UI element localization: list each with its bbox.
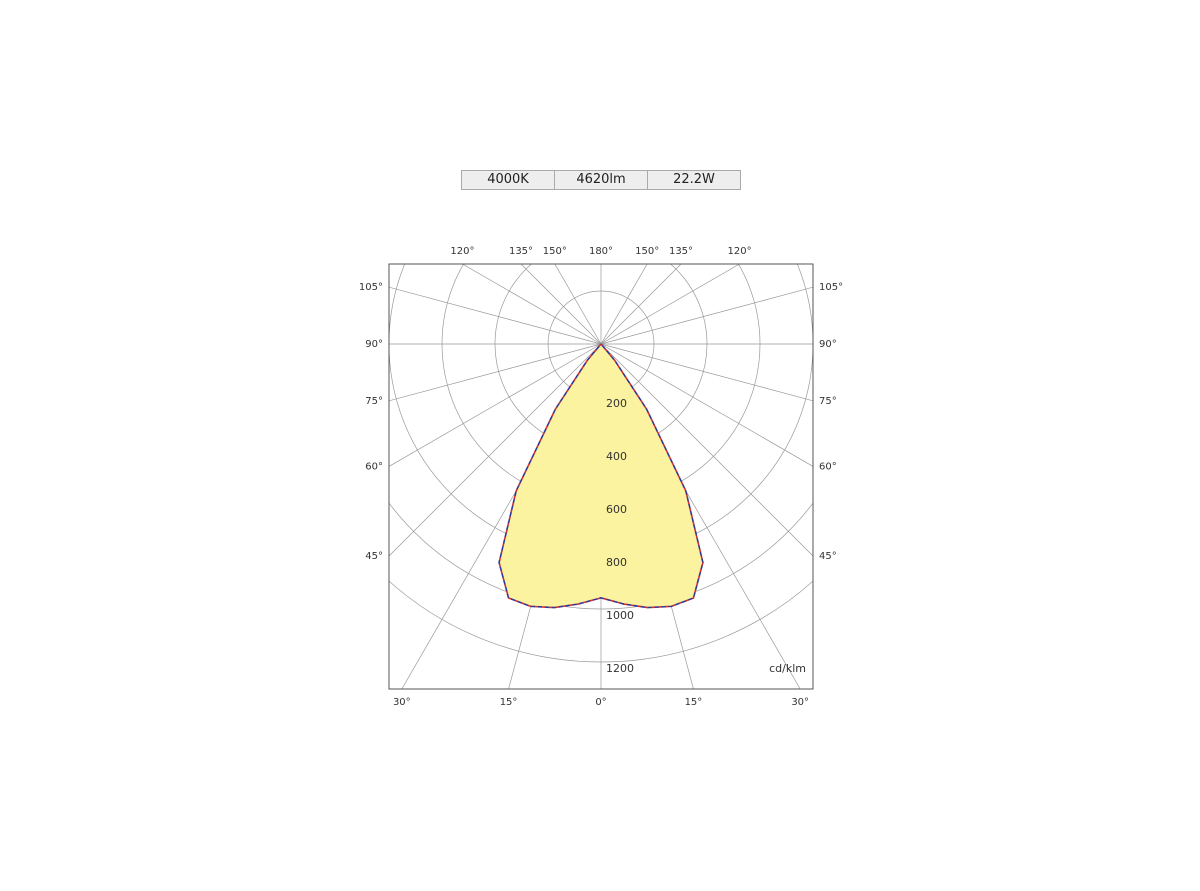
r-tick-label: 400 — [606, 450, 627, 463]
r-tick-label: 1200 — [606, 662, 634, 675]
angle-label: 60° — [365, 461, 383, 472]
angle-label: 75° — [819, 396, 837, 407]
frame — [388, 263, 814, 690]
grid-line — [520, 264, 602, 345]
curve — [498, 343, 704, 609]
unit-label: cd/klm — [769, 662, 806, 675]
angle-label: 45° — [819, 551, 837, 562]
angle-label: 0° — [595, 697, 606, 708]
info-cell: 4000K — [487, 172, 529, 187]
grid-line — [600, 343, 813, 402]
grid-line — [389, 286, 602, 345]
grid-line — [600, 264, 740, 345]
grid-line — [600, 343, 813, 557]
angle-label: 135° — [669, 246, 693, 257]
grid-line — [389, 343, 602, 467]
info-cell: 4620lm — [554, 171, 647, 189]
info-table: 4000K 4620lm 22.2W — [461, 170, 741, 190]
angle-label: 90° — [365, 339, 383, 350]
angle-label: 75° — [365, 396, 383, 407]
r-tick-label: 200 — [606, 397, 627, 410]
r-tick-label: 1000 — [606, 609, 634, 622]
grid-line — [600, 264, 682, 345]
area — [499, 344, 703, 608]
angle-label: 150° — [635, 246, 659, 257]
grid-line — [600, 343, 813, 467]
grid-line — [600, 264, 648, 345]
angle-label: 180° — [589, 246, 613, 257]
r-tick-label: 800 — [606, 556, 627, 569]
grid-line — [389, 343, 602, 557]
angle-label: 15° — [685, 697, 703, 708]
angle-label: 150° — [543, 246, 567, 257]
angle-label: 105° — [359, 282, 383, 293]
angle-label: 45° — [365, 551, 383, 562]
angle-label: 120° — [450, 246, 474, 257]
angle-label: 60° — [819, 461, 837, 472]
angle-label: 90° — [819, 339, 837, 350]
plot — [498, 343, 704, 609]
r-tick-label: 600 — [606, 503, 627, 516]
grid-line — [600, 286, 813, 345]
grid-line — [462, 264, 602, 345]
angle-label: 30° — [393, 697, 411, 708]
angle-label: 30° — [791, 697, 809, 708]
angle-label: 135° — [509, 246, 533, 257]
angle-label: 15° — [500, 697, 518, 708]
grid-line — [389, 343, 602, 402]
labels: 200 400 600 800 1000 1200 0° 15° 15° 30° 30° 45° 45°… — [359, 246, 843, 708]
angle-label: 120° — [728, 246, 752, 257]
grid-line — [554, 264, 602, 345]
info-cell: 22.2W — [647, 171, 740, 189]
angle-label: 105° — [819, 282, 843, 293]
